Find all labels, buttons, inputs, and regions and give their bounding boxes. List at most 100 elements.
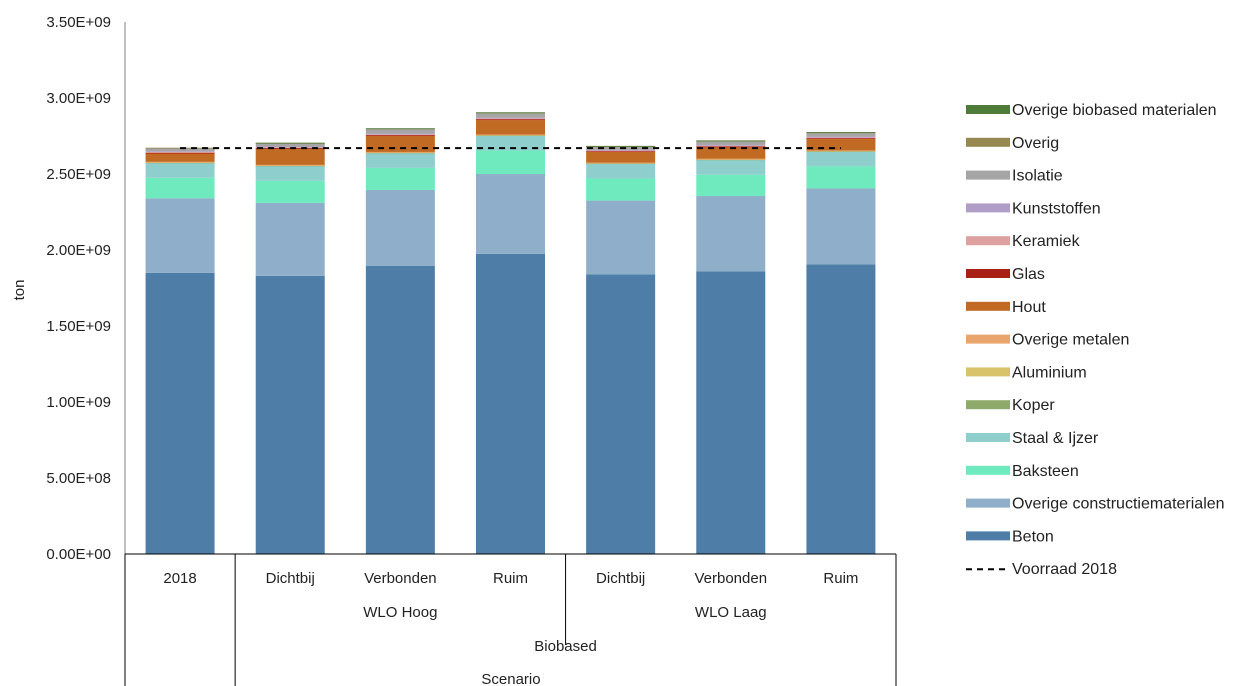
bar-segment-overige-metalen xyxy=(145,161,215,163)
bar-segment-overige-metalen xyxy=(365,151,435,153)
legend-label: Hout xyxy=(1012,299,1046,316)
y-axis: 0.00E+00 5.00E+08 1.00E+09 1.50E+09 2.00E+09… xyxy=(46,14,126,563)
x-tick-label: Ruim xyxy=(493,570,528,587)
y-tick-label: 2.50E+09 xyxy=(46,166,111,183)
bar-segment-hout xyxy=(365,136,435,152)
bar-segment-staal-ijzer xyxy=(806,151,876,167)
legend-swatch xyxy=(966,105,1010,114)
bar-segment-baksteen xyxy=(586,178,656,201)
bar-segment-hout xyxy=(255,148,325,165)
legend-item: Staal & Ijzer xyxy=(966,430,1099,447)
x-axis-label: Scenario xyxy=(481,671,540,686)
legend-item: Kunststoffen xyxy=(966,200,1101,217)
legend-label: Overige constructiematerialen xyxy=(1012,496,1225,513)
bar-segment-baksteen xyxy=(145,177,215,199)
bar-segment-baksteen xyxy=(255,180,325,203)
legend-label: Beton xyxy=(1012,528,1054,545)
legend-item: Baksteen xyxy=(966,463,1079,480)
bar-segment-hout xyxy=(696,147,766,159)
legend-swatch xyxy=(966,433,1010,442)
bar-segment-overige-biobased-materialen xyxy=(255,142,325,144)
x-group-label: WLO Laag xyxy=(695,604,767,621)
bar-segment-beton xyxy=(696,271,766,554)
x-tick-label: Ruim xyxy=(823,570,858,587)
bar-segment-overige-biobased-materialen xyxy=(586,145,656,147)
bar-segment-keramiek xyxy=(476,118,545,120)
bar-segment-overige-constructiematerialen xyxy=(586,200,656,275)
bar-segment-overige-metalen xyxy=(696,158,766,160)
bar-segment-overige-biobased-materialen xyxy=(365,128,435,130)
y-axis-label: ton xyxy=(11,280,28,301)
x-tick-label: Dichtbij xyxy=(266,570,315,587)
legend-item: Beton xyxy=(966,528,1054,545)
legend-swatch xyxy=(966,400,1010,410)
legend-label: Koper xyxy=(1012,397,1055,414)
bar-segment-overige-constructiematerialen xyxy=(806,188,876,265)
bar-segment-kunststoffen xyxy=(365,133,435,135)
legend-item: Koper xyxy=(966,397,1055,414)
legend-swatch xyxy=(966,498,1010,508)
bar-segment-kunststoffen xyxy=(586,149,656,151)
bar-segment-keramiek xyxy=(145,151,215,153)
bar-segment-overige-constructiematerialen xyxy=(476,174,545,254)
legend-item: Isolatie xyxy=(966,168,1063,185)
bar-segment-overige-constructiematerialen xyxy=(696,196,766,272)
bar-segment-kunststoffen xyxy=(806,136,876,138)
legend: Overige biobased materialen Overig Isolati… xyxy=(966,102,1225,578)
bar-segment-glas xyxy=(586,151,656,152)
legend-item: Overige constructiematerialen xyxy=(966,496,1225,513)
legend-swatch xyxy=(966,367,1010,377)
bar-segment-overige-biobased-materialen xyxy=(696,140,766,142)
y-tick-label: 5.00E+08 xyxy=(46,470,111,487)
bar-segment-isolatie xyxy=(365,129,435,134)
bar-segment-baksteen xyxy=(365,167,435,190)
bar-segment-beton xyxy=(586,274,656,554)
legend-label: Kunststoffen xyxy=(1012,200,1101,217)
legend-label: Overige biobased materialen xyxy=(1012,102,1217,119)
y-tick-label: 1.00E+09 xyxy=(46,394,111,411)
bar-segment-baksteen xyxy=(476,150,545,174)
legend-swatch xyxy=(966,203,1010,213)
legend-item: Overig xyxy=(966,135,1059,152)
bar-segment-overige-metalen xyxy=(476,134,545,136)
bar-segment-glas xyxy=(476,119,545,121)
bar-segment-isolatie xyxy=(696,141,766,145)
legend-item: Voorraad 2018 xyxy=(966,561,1117,578)
bar-segment-keramiek xyxy=(696,145,766,147)
x-group-label: WLO Hoog xyxy=(363,604,437,621)
bar-segment-hout xyxy=(476,120,545,135)
bar-segment-overige-biobased-materialen xyxy=(806,132,876,133)
legend-item: Overige metalen xyxy=(966,332,1129,349)
x-tick-label: 2018 xyxy=(163,570,196,587)
legend-label: Aluminium xyxy=(1012,364,1087,381)
bar-segment-staal-ijzer xyxy=(255,165,325,181)
y-tick-label: 3.50E+09 xyxy=(46,14,111,31)
bar-segment-staal-ijzer xyxy=(365,152,435,168)
legend-label: Baksteen xyxy=(1012,463,1079,480)
bar-segment-overige-biobased-materialen xyxy=(476,112,545,114)
bar-segment-isolatie xyxy=(806,132,876,137)
legend-label: Overig xyxy=(1012,135,1059,152)
legend-item: Glas xyxy=(966,266,1045,283)
bar-segment-isolatie xyxy=(255,143,325,147)
bar-segment-overige-constructiematerialen xyxy=(255,202,325,276)
bar-segment-glas xyxy=(696,146,766,148)
bar-segment-kunststoffen xyxy=(476,117,545,119)
bar-segment-staal-ijzer xyxy=(476,135,545,151)
legend-item: Keramiek xyxy=(966,233,1081,250)
legend-label: Keramiek xyxy=(1012,233,1081,250)
x-tick-label: Verbonden xyxy=(364,570,437,587)
bar-segment-kunststoffen xyxy=(145,151,215,152)
bar-segment-staal-ijzer xyxy=(586,163,656,179)
x-tick-label: Verbonden xyxy=(694,570,767,587)
bar-segment-isolatie xyxy=(476,113,545,118)
bar-segment-overige-constructiematerialen xyxy=(365,189,435,266)
legend-swatch xyxy=(966,236,1010,246)
y-tick-label: 1.50E+09 xyxy=(46,318,111,335)
bar-segment-isolatie xyxy=(145,148,215,152)
bar-segment-beton xyxy=(806,264,876,554)
legend-item: Hout xyxy=(966,299,1046,316)
legend-swatch xyxy=(966,301,1010,311)
legend-item: Aluminium xyxy=(966,364,1087,381)
